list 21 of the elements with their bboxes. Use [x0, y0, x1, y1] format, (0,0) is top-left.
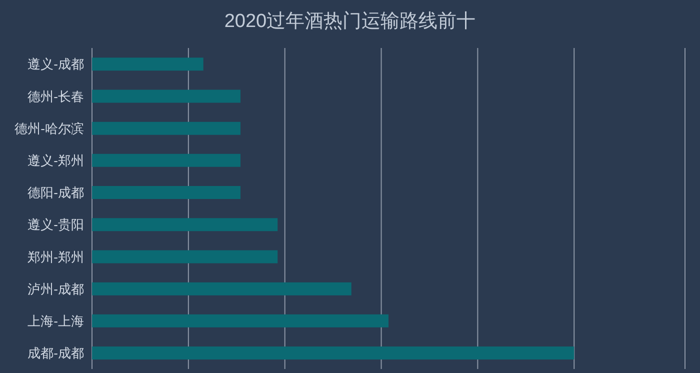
y-tick-label: 德阳-成都 — [28, 185, 84, 200]
bar — [92, 314, 388, 328]
bar — [92, 250, 278, 264]
y-tick-label: 上海-上海 — [28, 313, 84, 328]
bar — [92, 90, 240, 103]
bar — [92, 122, 240, 135]
y-tick-label: 泸州-成都 — [28, 281, 84, 296]
bar — [92, 154, 240, 167]
bar — [92, 58, 204, 71]
y-tick-label: 德州-长春 — [28, 88, 84, 104]
y-tick-label: 遵义-郑州 — [28, 152, 84, 168]
bar — [92, 186, 240, 200]
bar — [92, 282, 352, 296]
y-tick-label: 郑州-郑州 — [28, 249, 84, 264]
y-tick-label: 成都-成都 — [28, 346, 84, 361]
y-tick-label: 德州-哈尔滨 — [14, 120, 84, 136]
bar — [92, 218, 278, 232]
y-tick-label: 遵义-成都 — [28, 56, 84, 72]
chart-title: 2020过年酒热门运输路线前十 — [223, 10, 477, 34]
y-tick-label: 遵义-贵阳 — [28, 217, 84, 232]
bar — [92, 346, 574, 360]
